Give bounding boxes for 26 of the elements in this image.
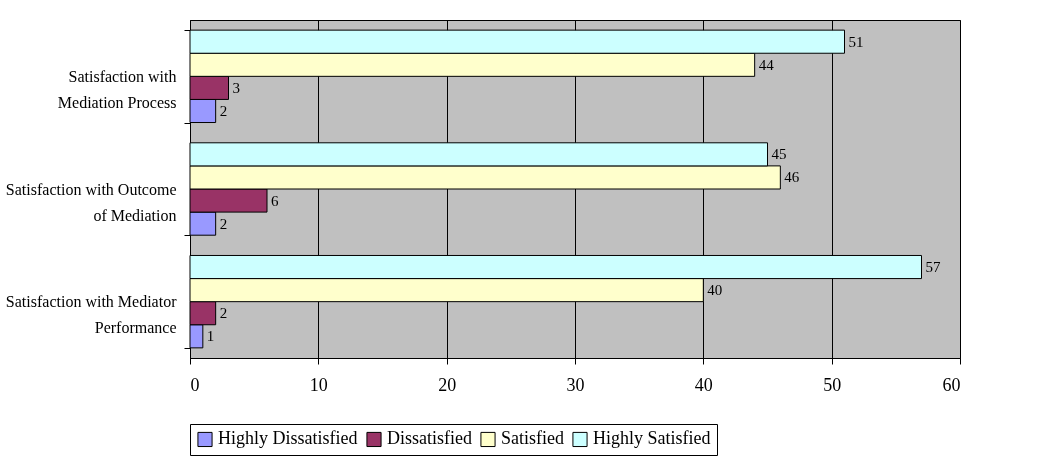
x-tick-label: 10	[309, 374, 328, 395]
legend-label: Highly Satisfied	[593, 428, 711, 449]
legend-label: Highly Dissatisfied	[218, 428, 358, 449]
legend-label: Satisfied	[501, 428, 564, 449]
x-tick-label: 30	[566, 374, 585, 395]
x-tick-label: 0	[190, 374, 200, 395]
data-label: 44	[758, 56, 775, 73]
data-label: 2	[219, 102, 228, 119]
data-label: 51	[848, 33, 864, 50]
y-tick-label: Satisfaction with Mediation Process	[57, 67, 177, 111]
data-label: 45	[771, 146, 787, 163]
x-tick-label: 20	[438, 374, 457, 395]
y-tick-label: Satisfaction with Mediator Performance	[5, 293, 178, 337]
x-tick-label: 50	[823, 374, 842, 395]
data-label: 40	[707, 282, 723, 299]
data-label: 1	[206, 328, 215, 345]
x-tick-label: 60	[942, 374, 961, 395]
y-tick-label: Satisfaction with Outcome of Mediation	[5, 180, 177, 224]
data-label: 46	[784, 169, 800, 186]
x-tick-label: 40	[694, 374, 713, 395]
data-label: 2	[219, 215, 228, 232]
data-label: 2	[219, 305, 228, 322]
data-label: 3	[232, 79, 240, 96]
legend-label: Dissatisfied	[387, 428, 472, 449]
data-label: 6	[271, 192, 279, 209]
data-label: 57	[925, 259, 941, 276]
